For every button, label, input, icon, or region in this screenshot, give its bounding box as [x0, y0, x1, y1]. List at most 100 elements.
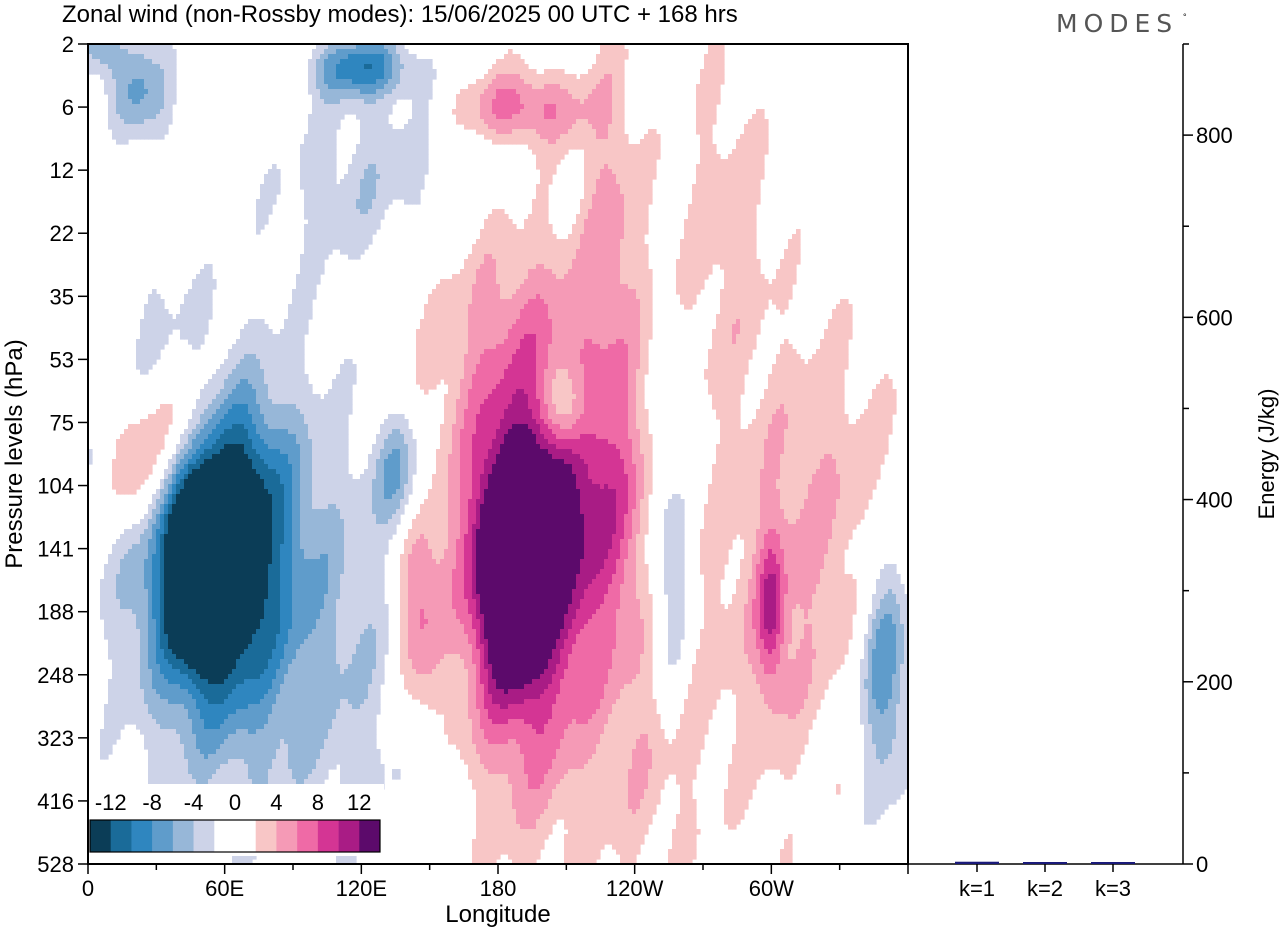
contour-cell — [304, 229, 309, 235]
contour-cell — [536, 139, 541, 145]
contour-cell — [328, 204, 333, 210]
contour-cell — [352, 109, 357, 115]
contour-cell — [544, 119, 549, 125]
contour-cell — [480, 284, 485, 290]
contour-cell — [580, 199, 585, 205]
contour-cell — [704, 254, 709, 260]
contour-cell — [488, 69, 493, 75]
contour-cell — [708, 204, 713, 210]
contour-cell — [564, 344, 569, 350]
contour-cell — [140, 69, 145, 75]
contour-cell — [496, 139, 501, 145]
contour-cell — [368, 199, 373, 205]
contour-cell — [256, 339, 261, 345]
contour-cell — [388, 79, 393, 85]
contour-cell — [696, 229, 701, 235]
contour-cell — [700, 239, 705, 245]
contour-cell — [324, 189, 329, 195]
contour-cell — [364, 124, 369, 130]
contour-cell — [608, 339, 613, 345]
contour-cell — [728, 309, 733, 315]
contour-cell — [116, 84, 121, 90]
contour-cell — [320, 179, 325, 185]
contour-cell — [500, 284, 505, 290]
contour-cell — [624, 174, 629, 180]
contour-cell — [456, 114, 461, 120]
contour-cell — [348, 194, 353, 200]
contour-cell — [332, 89, 337, 95]
contour-cell — [516, 79, 521, 85]
contour-cell — [172, 59, 177, 65]
contour-cell — [492, 259, 497, 265]
contour-cell — [320, 204, 325, 210]
contour-cell — [612, 139, 617, 145]
contour-cell — [740, 299, 745, 305]
contour-cell — [616, 99, 621, 105]
contour-cell — [396, 49, 401, 55]
contour-cell — [496, 244, 501, 250]
contour-cell — [752, 299, 757, 305]
contour-cell — [300, 184, 305, 190]
contour-cell — [492, 219, 497, 225]
contour-cell — [540, 119, 545, 125]
contour-cell — [316, 139, 321, 145]
contour-cell — [556, 284, 561, 290]
contour-cell — [600, 314, 605, 320]
contour-cell — [708, 259, 713, 265]
contour-cell — [376, 214, 381, 220]
contour-cell — [548, 299, 553, 305]
contour-cell — [384, 59, 389, 65]
contour-cell — [544, 209, 549, 215]
contour-cell — [364, 159, 369, 165]
contour-cell — [616, 174, 621, 180]
contour-cell — [644, 184, 649, 190]
contour-cell — [320, 94, 325, 100]
contour-cell — [468, 334, 473, 340]
contour-cell — [320, 184, 325, 190]
contour-cell — [652, 164, 657, 170]
contour-cell — [572, 229, 577, 235]
contour-cell — [404, 89, 409, 95]
contour-cell — [388, 54, 393, 60]
contour-cell — [484, 319, 489, 325]
contour-cell — [336, 194, 341, 200]
contour-cell — [600, 284, 605, 290]
contour-cell — [784, 264, 789, 270]
contour-cell — [484, 269, 489, 275]
contour-cell — [460, 289, 465, 295]
contour-cell — [504, 324, 509, 330]
contour-cell — [528, 334, 533, 340]
contour-cell — [620, 314, 625, 320]
contour-cell — [592, 79, 597, 85]
contour-cell — [368, 164, 373, 170]
contour-cell — [468, 274, 473, 280]
contour-cell — [540, 249, 545, 255]
contour-cell — [580, 334, 585, 340]
contour-cell — [584, 259, 589, 265]
contour-cell — [632, 169, 637, 175]
contour-cell — [544, 279, 549, 285]
contour-cell — [588, 74, 593, 80]
contour-cell — [336, 94, 341, 100]
contour-cell — [116, 134, 121, 140]
contour-cell — [624, 249, 629, 255]
contour-cell — [628, 199, 633, 205]
contour-cell — [704, 234, 709, 240]
contour-cell — [140, 59, 145, 65]
contour-cell — [624, 154, 629, 160]
contour-cell — [196, 284, 201, 290]
contour-cell — [592, 184, 597, 190]
contour-cell — [700, 234, 705, 240]
contour-cell — [200, 304, 205, 310]
contour-cell — [564, 339, 569, 345]
contour-cell — [756, 179, 761, 185]
contour-cell — [464, 304, 469, 310]
contour-cell — [480, 229, 485, 235]
contour-cell — [572, 294, 577, 300]
contour-cell — [500, 134, 505, 140]
contour-cell — [752, 334, 757, 340]
contour-cell — [384, 124, 389, 130]
contour-cell — [604, 184, 609, 190]
contour-cell — [312, 69, 317, 75]
contour-cell — [700, 209, 705, 215]
